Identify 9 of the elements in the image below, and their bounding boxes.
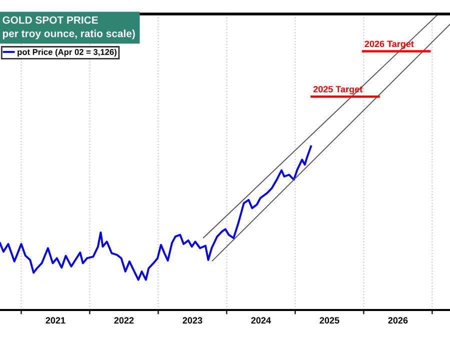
legend-label: pot Price (Apr 02 = 3,126) — [18, 48, 116, 57]
text: per troy ounce, ratio scale) — [2, 30, 135, 40]
x-tick-label: 2025 — [320, 317, 340, 324]
x-tick-label: 2023 — [182, 317, 202, 324]
x-tick-label: 2021 — [46, 317, 66, 324]
x-tick-label: 2026 — [388, 317, 408, 324]
chart-title: GOLD SPOT PRICE — [2, 16, 98, 24]
x-tick-label: 2024 — [251, 317, 271, 324]
x-tick-label: 2022 — [114, 317, 134, 324]
